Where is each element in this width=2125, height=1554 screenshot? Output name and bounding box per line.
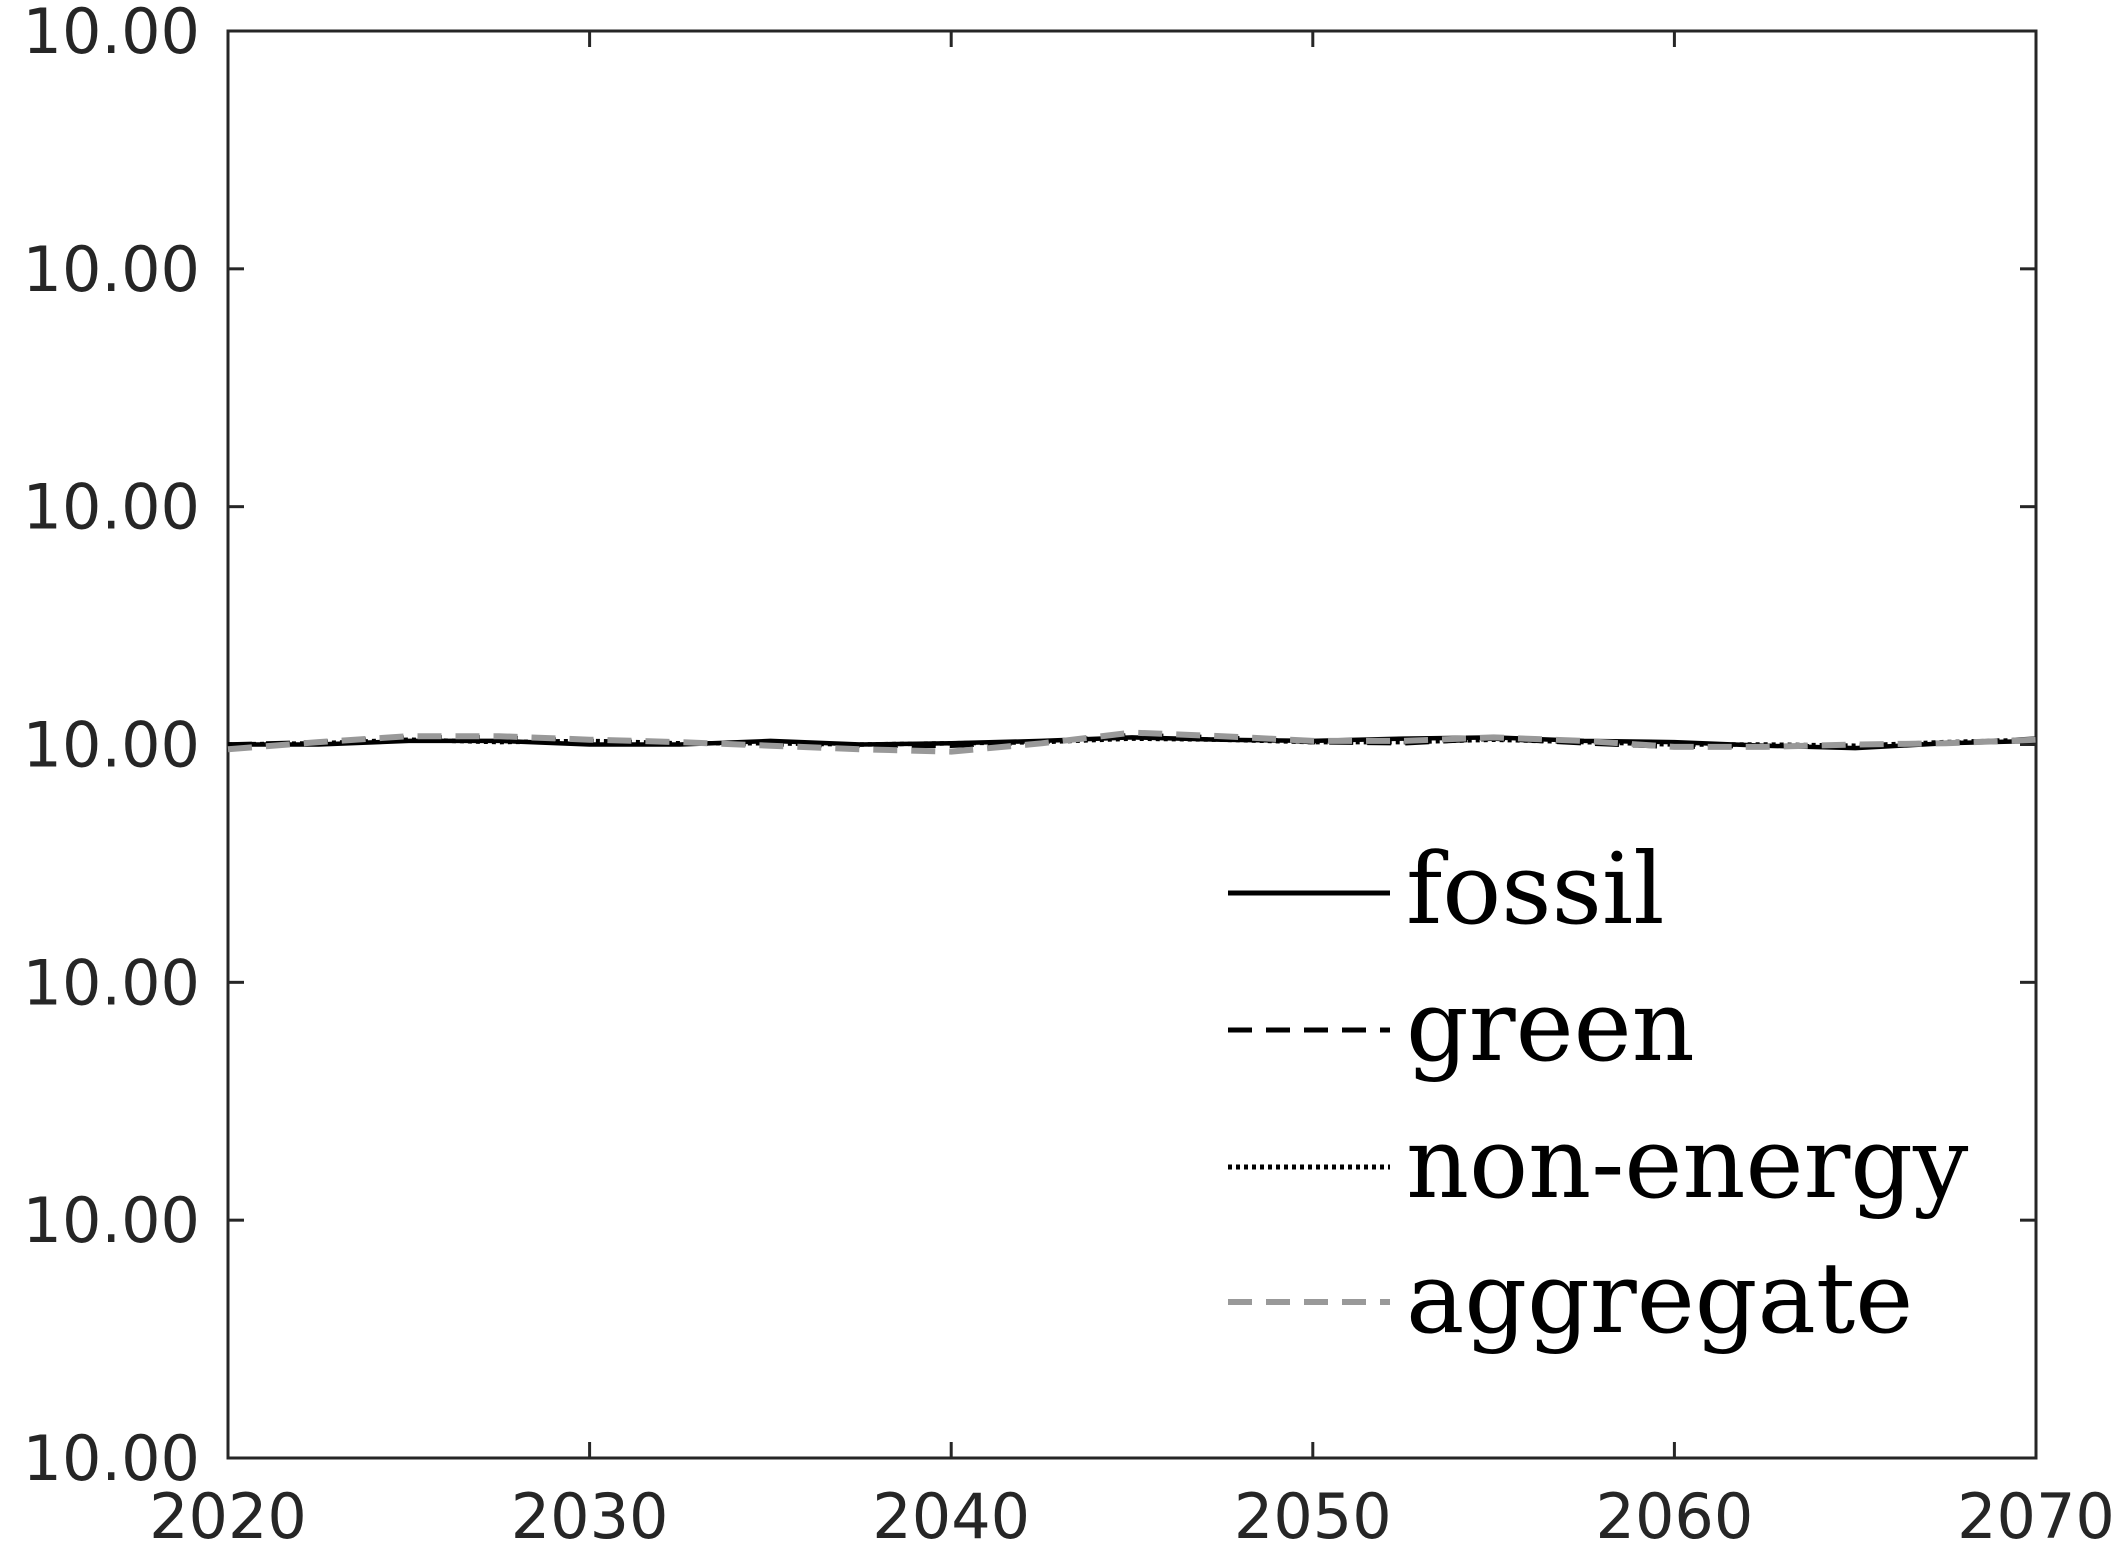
x-tick-label: 2030: [511, 1480, 669, 1553]
y-tick-label: 10.00: [23, 471, 201, 544]
x-tick-label: 2060: [1596, 1480, 1754, 1553]
y-tick-label: 10.00: [23, 946, 201, 1019]
x-tick-label: 2070: [1957, 1480, 2115, 1553]
series-lines: [227, 729, 2037, 755]
series-line-non-energy: [227, 736, 2037, 748]
x-tick-label: 2040: [872, 1480, 1030, 1553]
x-tick-label: 2020: [149, 1480, 307, 1553]
y-tick-label: 10.00: [23, 0, 201, 68]
y-tick-label: 10.00: [23, 1184, 201, 1257]
axis-ticks: [226, 29, 2038, 1460]
legend-label-non-energy: non-energy: [1406, 1107, 1969, 1221]
y-tick-label: 10.00: [23, 1422, 201, 1495]
x-axis-tick-labels: 2020 2030 2040 2050 2060 2070: [149, 1480, 2115, 1553]
legend-label-fossil: fossil: [1406, 833, 1665, 947]
legend-label-aggregate: aggregate: [1406, 1242, 1913, 1356]
y-axis-tick-labels: 10.00 10.00 10.00 10.00 10.00 10.00 10.00: [23, 0, 201, 1495]
y-tick-label: 10.00: [23, 709, 201, 782]
y-tick-label: 10.00: [23, 233, 201, 306]
legend: fossil green non-energy aggregate: [1228, 833, 1969, 1356]
x-tick-label: 2050: [1234, 1480, 1392, 1553]
legend-label-green: green: [1406, 970, 1695, 1084]
